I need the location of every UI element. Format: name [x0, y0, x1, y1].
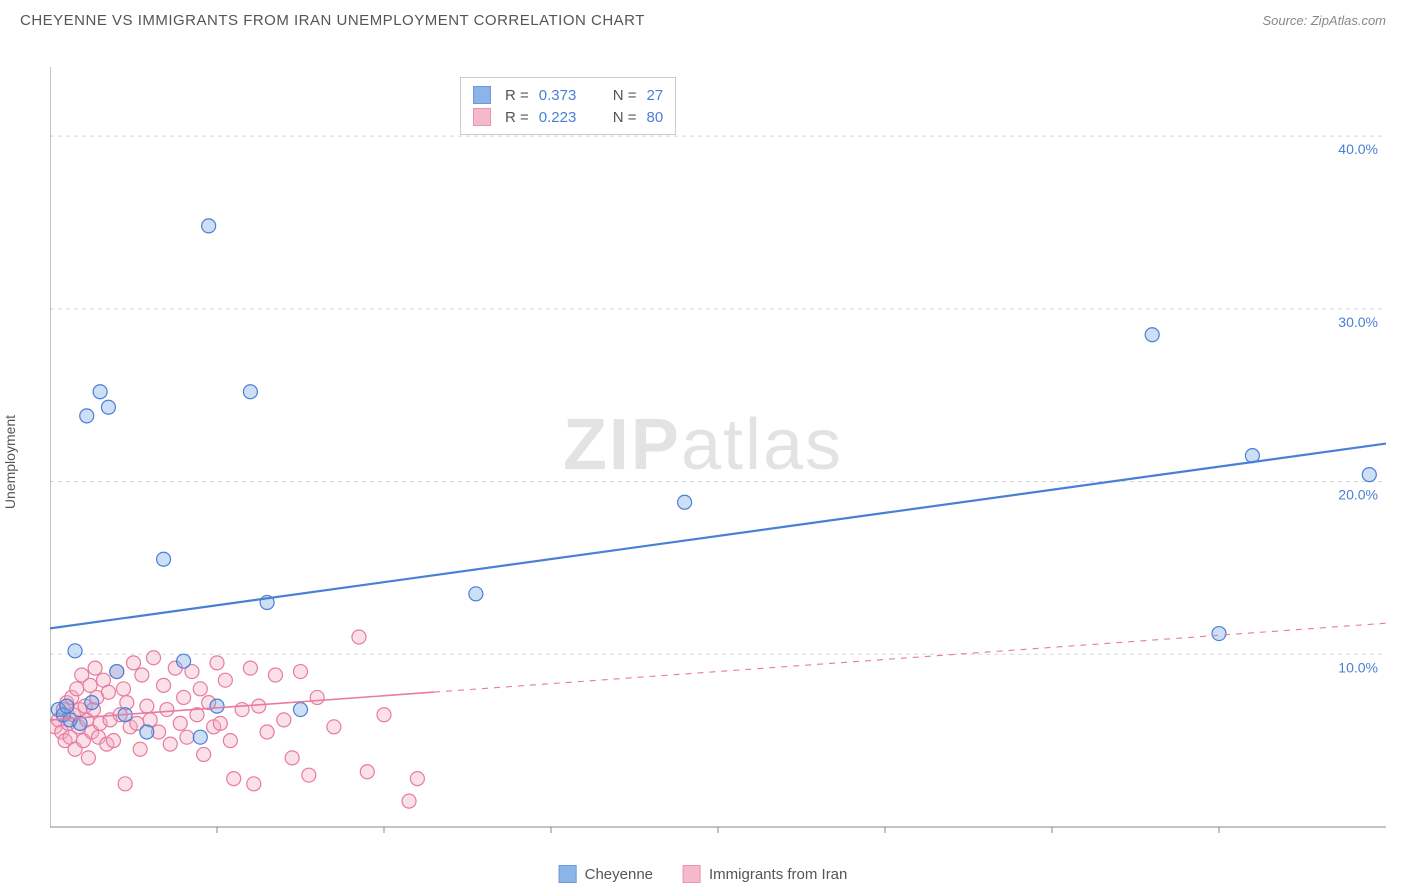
svg-text:30.0%: 30.0% — [1338, 314, 1378, 330]
r-label: R = — [505, 109, 529, 126]
chart-title: CHEYENNE VS IMMIGRANTS FROM IRAN UNEMPLO… — [20, 12, 645, 29]
legend-row-iran: R = 0.223 N = 80 — [473, 106, 663, 128]
legend-swatch-iran-icon — [683, 865, 701, 883]
legend-swatch-cheyenne-icon — [559, 865, 577, 883]
series-legend: Cheyenne Immigrants from Iran — [559, 865, 848, 883]
n-value-cheyenne: 27 — [647, 87, 664, 104]
svg-text:40.0%: 40.0% — [1338, 141, 1378, 157]
legend-item-iran: Immigrants from Iran — [683, 865, 847, 883]
scatter-plot: 10.0%20.0%30.0%40.0%0.0%80.0% — [50, 37, 1386, 847]
r-value-iran: 0.223 — [539, 109, 589, 126]
chart-area: Unemployment 10.0%20.0%30.0%40.0%0.0%80.… — [0, 37, 1406, 887]
svg-text:20.0%: 20.0% — [1338, 487, 1378, 503]
legend-label-cheyenne: Cheyenne — [585, 866, 653, 883]
y-axis-label: Unemployment — [2, 415, 18, 509]
legend-item-cheyenne: Cheyenne — [559, 865, 653, 883]
r-label: R = — [505, 87, 529, 104]
n-label: N = — [613, 87, 637, 104]
legend-row-cheyenne: R = 0.373 N = 27 — [473, 84, 663, 106]
correlation-legend: R = 0.373 N = 27 R = 0.223 N = 80 — [460, 77, 676, 135]
svg-text:10.0%: 10.0% — [1338, 659, 1378, 675]
chart-header: CHEYENNE VS IMMIGRANTS FROM IRAN UNEMPLO… — [0, 0, 1406, 37]
chart-source: Source: ZipAtlas.com — [1262, 13, 1386, 28]
r-value-cheyenne: 0.373 — [539, 87, 589, 104]
legend-swatch-cheyenne — [473, 86, 491, 104]
legend-label-iran: Immigrants from Iran — [709, 866, 847, 883]
n-value-iran: 80 — [647, 109, 664, 126]
legend-swatch-iran — [473, 108, 491, 126]
n-label: N = — [613, 109, 637, 126]
